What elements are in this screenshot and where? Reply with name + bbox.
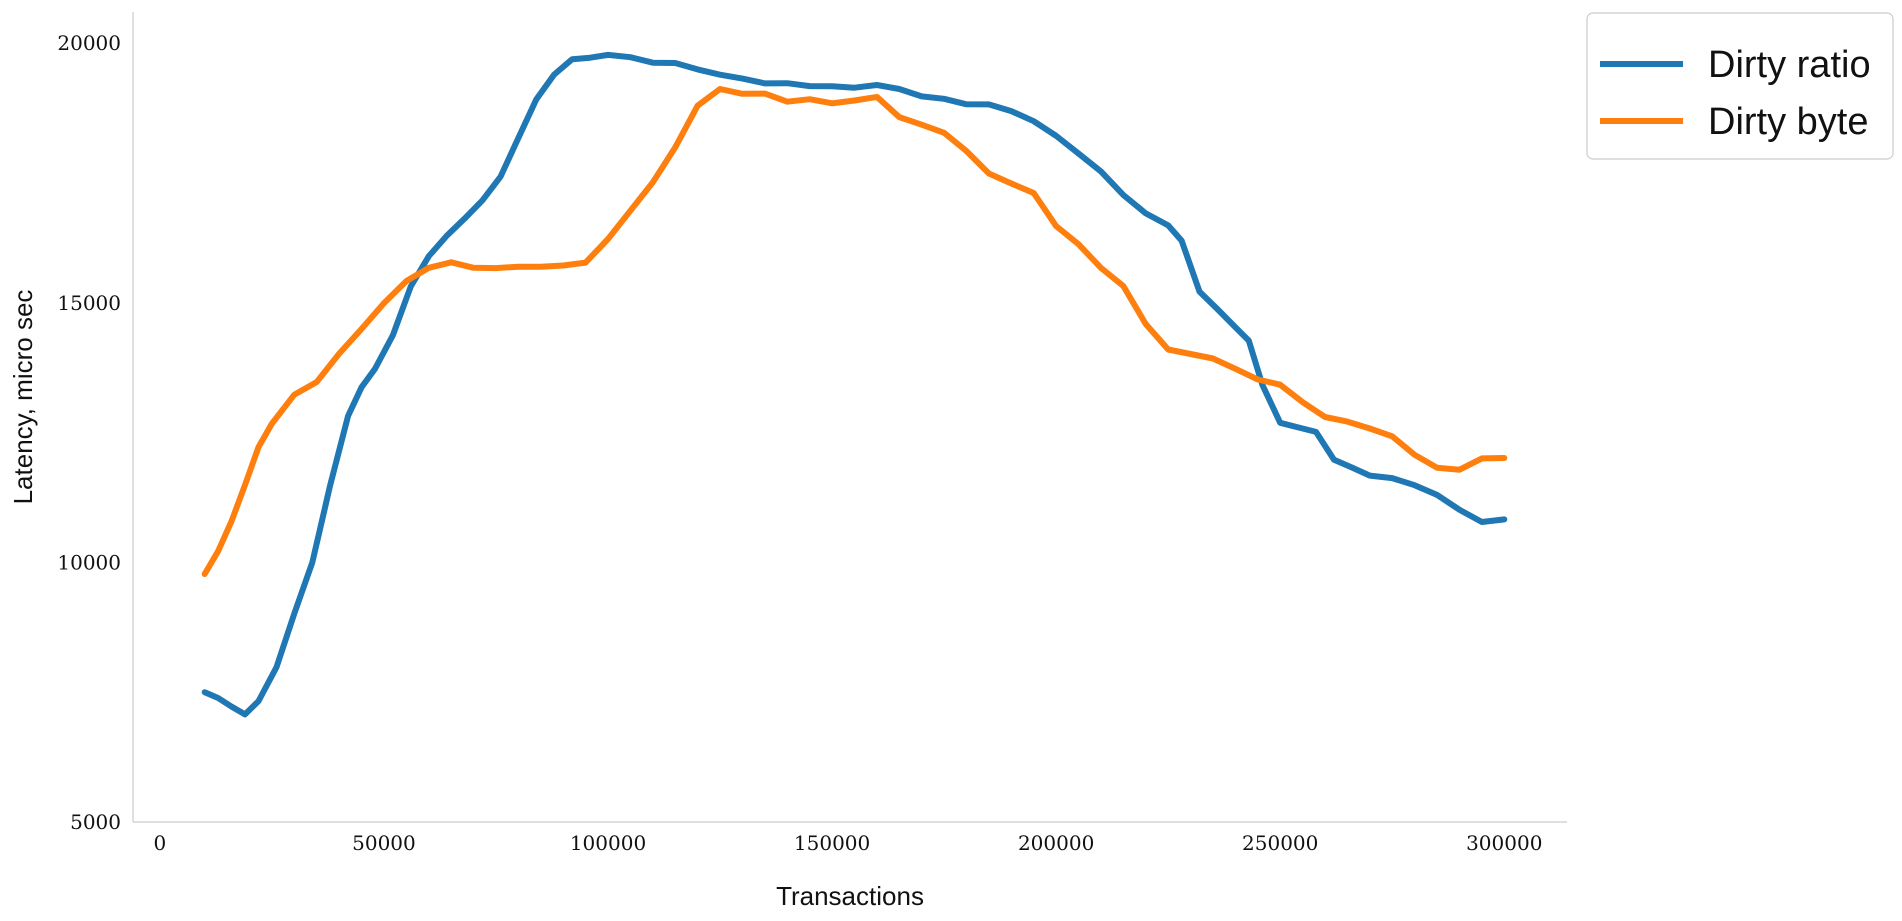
x-tick-label: 200000 xyxy=(1018,831,1094,855)
legend: Dirty ratio Dirty byte xyxy=(1586,12,1894,160)
x-tick-label: 0 xyxy=(154,831,167,855)
legend-label-dirty-ratio: Dirty ratio xyxy=(1708,44,1871,86)
y-axis-title: Latency, micro sec xyxy=(8,290,38,505)
x-tick-label: 250000 xyxy=(1242,831,1318,855)
y-tick-label: 20000 xyxy=(57,31,121,55)
series-line-dirty-ratio xyxy=(201,51,1508,718)
series-layer xyxy=(201,51,1508,718)
x-ticks: 0 50000 100000 150000 200000 250000 300000 xyxy=(154,831,1543,855)
y-tick-label: 5000 xyxy=(70,810,121,834)
x-axis-title: Transactions xyxy=(776,881,924,911)
y-ticks: 5000 10000 15000 20000 xyxy=(57,31,121,834)
x-tick-label: 150000 xyxy=(794,831,870,855)
axes xyxy=(132,12,1567,823)
x-tick-label: 100000 xyxy=(570,831,646,855)
x-tick-label: 50000 xyxy=(352,831,416,855)
x-tick-label: 300000 xyxy=(1466,831,1542,855)
y-tick-label: 10000 xyxy=(57,550,121,574)
y-tick-label: 15000 xyxy=(57,291,121,315)
series-line-dirty-byte xyxy=(201,86,1508,577)
legend-label-dirty-byte: Dirty byte xyxy=(1708,101,1868,143)
